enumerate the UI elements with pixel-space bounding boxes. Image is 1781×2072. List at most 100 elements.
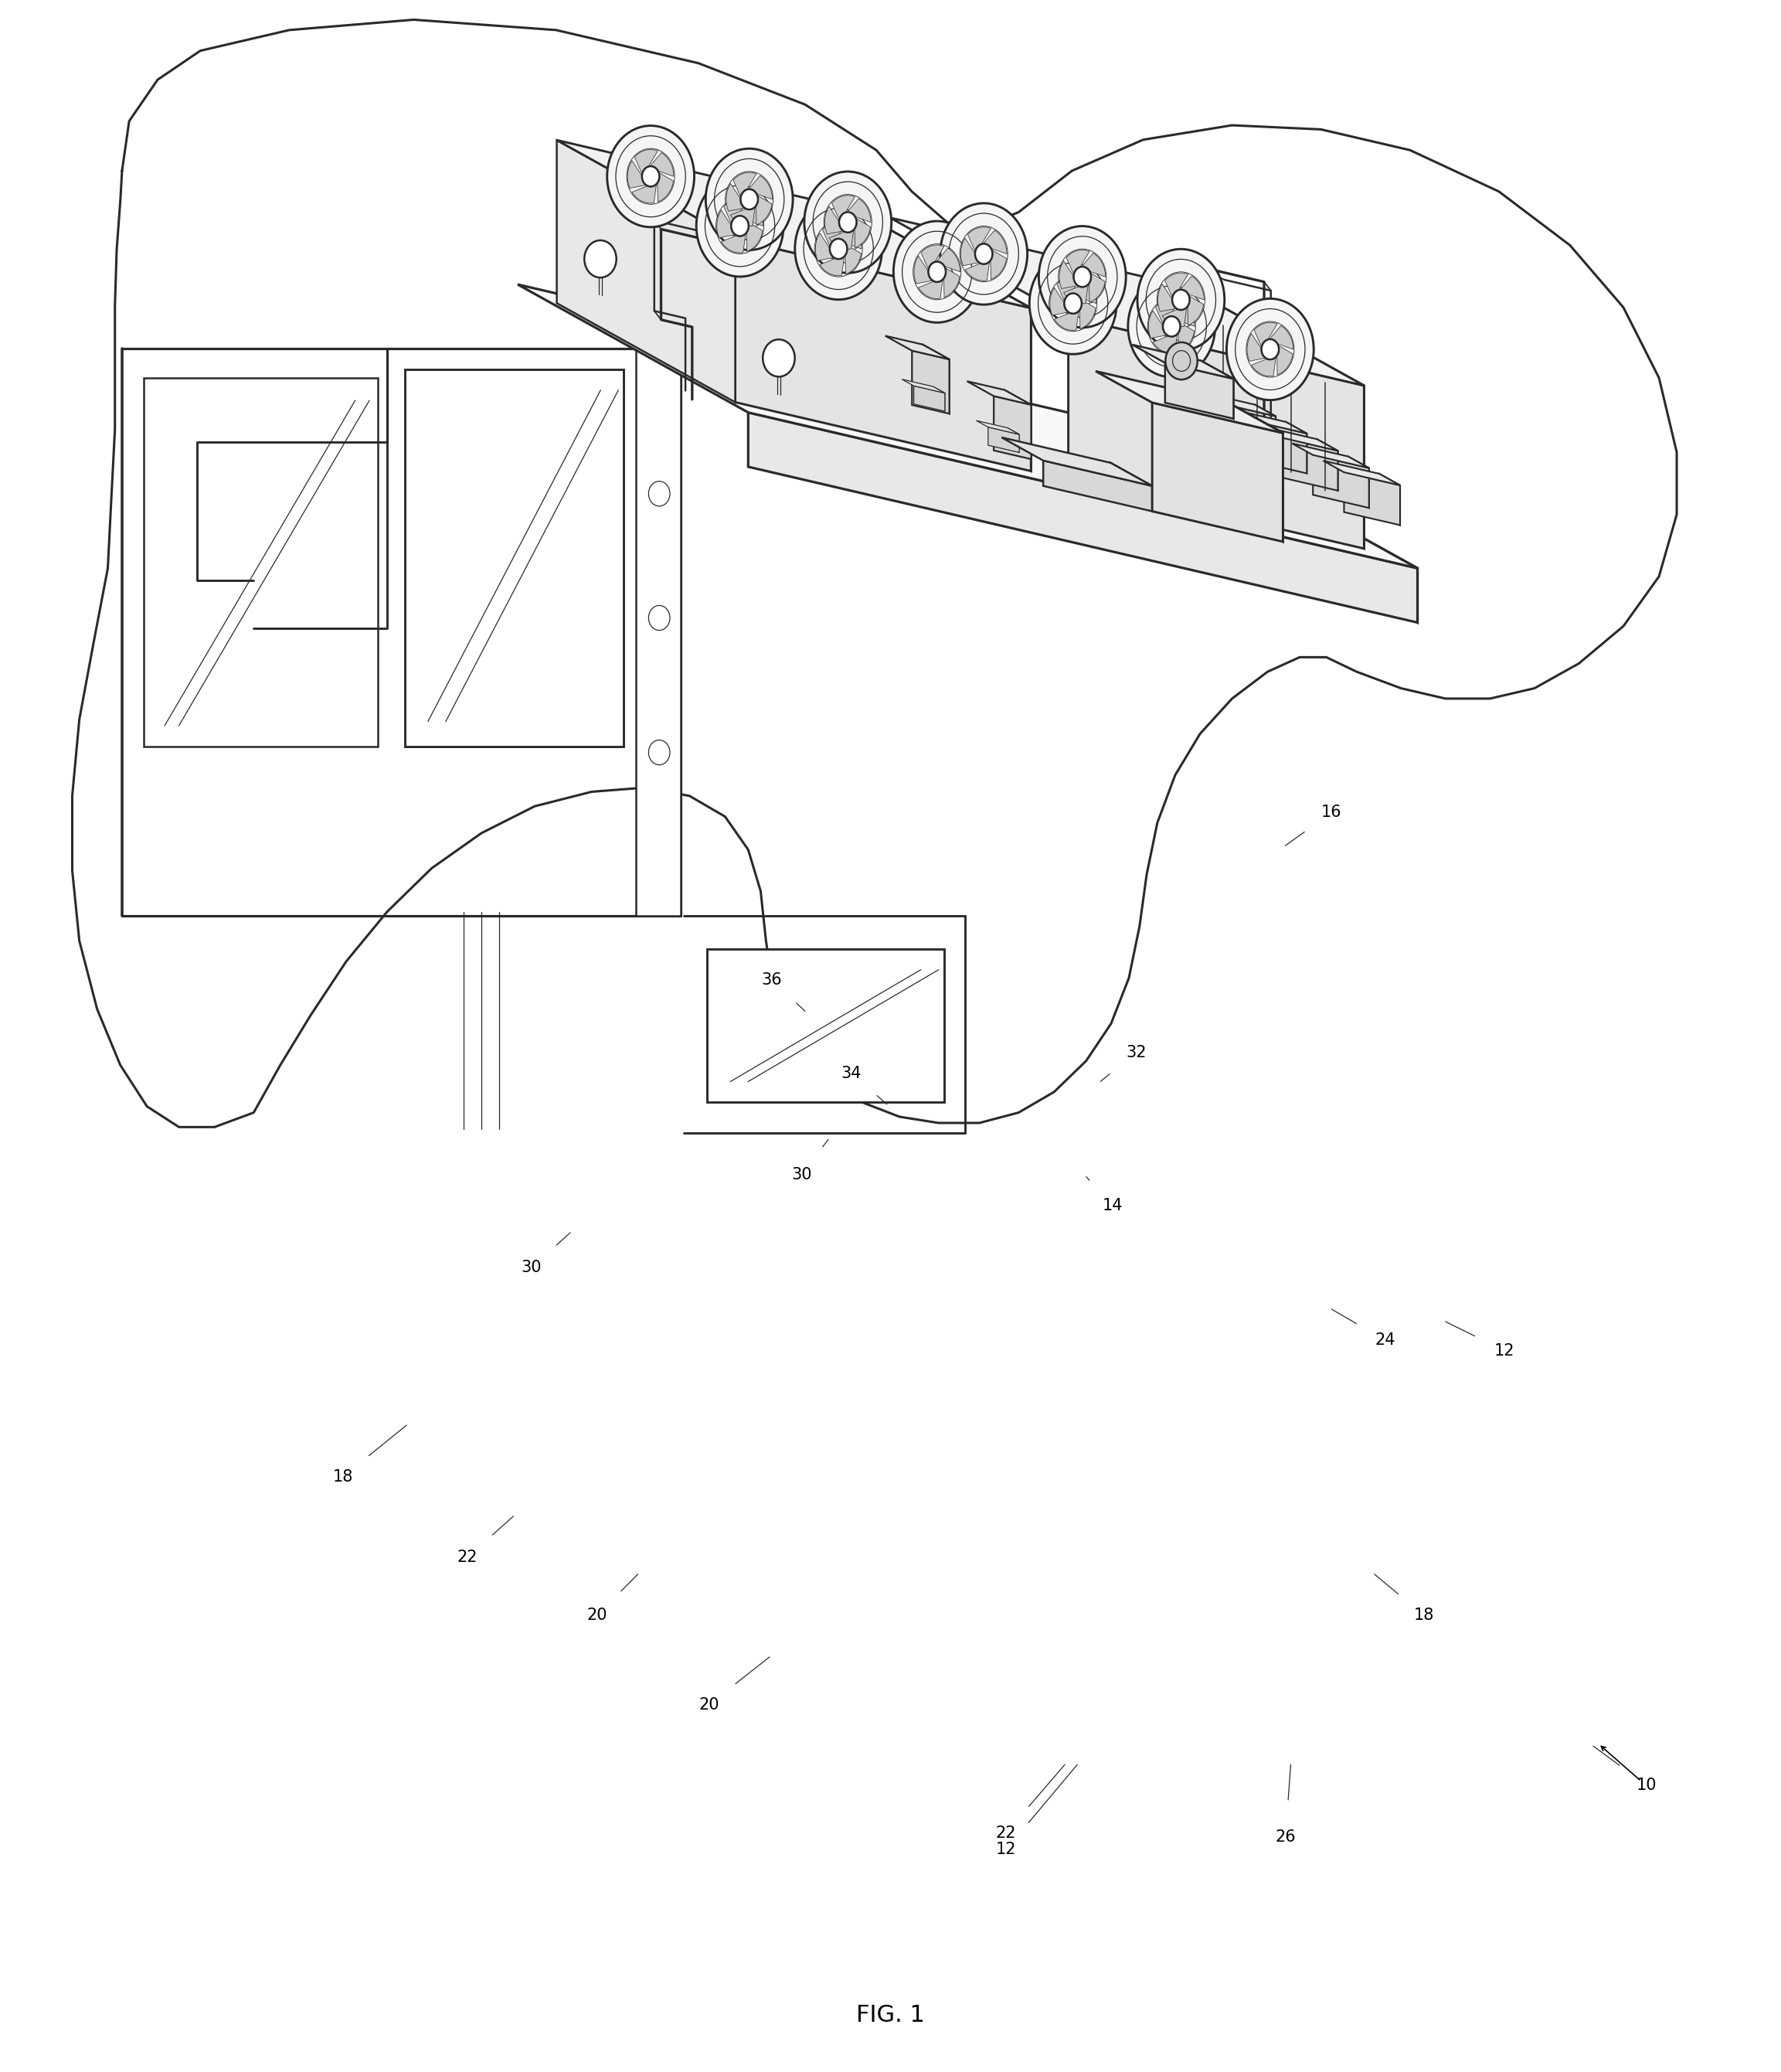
Polygon shape	[912, 350, 949, 414]
Polygon shape	[839, 226, 862, 249]
Circle shape	[1065, 294, 1081, 313]
Text: 24: 24	[1375, 1332, 1395, 1349]
Polygon shape	[404, 369, 623, 746]
Polygon shape	[1004, 390, 1031, 460]
Circle shape	[1261, 340, 1279, 358]
Polygon shape	[965, 263, 990, 282]
Circle shape	[794, 199, 882, 300]
Polygon shape	[1072, 280, 1095, 303]
Polygon shape	[1152, 336, 1177, 352]
Polygon shape	[937, 249, 960, 271]
Polygon shape	[746, 222, 762, 251]
Polygon shape	[1152, 402, 1282, 541]
Polygon shape	[1056, 276, 1079, 300]
Text: 12: 12	[996, 1842, 1017, 1857]
Circle shape	[1172, 290, 1190, 311]
Polygon shape	[830, 230, 853, 249]
Polygon shape	[1261, 427, 1338, 452]
Polygon shape	[1348, 456, 1370, 508]
Circle shape	[1227, 298, 1314, 400]
Circle shape	[584, 240, 616, 278]
Text: 36: 36	[760, 972, 782, 988]
Circle shape	[696, 176, 784, 278]
Polygon shape	[1313, 456, 1370, 508]
Text: 22: 22	[458, 1550, 477, 1564]
Polygon shape	[716, 209, 736, 238]
Polygon shape	[1186, 439, 1418, 622]
Text: 26: 26	[1275, 1830, 1297, 1844]
Polygon shape	[1270, 325, 1293, 350]
Polygon shape	[1252, 358, 1275, 377]
Polygon shape	[518, 284, 1418, 568]
Polygon shape	[983, 230, 1006, 255]
Polygon shape	[1179, 323, 1195, 352]
Polygon shape	[1095, 371, 1282, 433]
Polygon shape	[853, 209, 1031, 470]
Polygon shape	[1199, 392, 1275, 416]
Polygon shape	[890, 218, 1364, 385]
Circle shape	[1163, 317, 1181, 336]
Polygon shape	[750, 176, 773, 199]
Polygon shape	[855, 220, 871, 249]
Text: 10: 10	[1637, 1778, 1656, 1792]
Circle shape	[839, 211, 857, 232]
Circle shape	[1127, 276, 1215, 377]
Polygon shape	[1181, 276, 1204, 300]
Polygon shape	[1054, 313, 1079, 329]
Polygon shape	[1188, 296, 1204, 325]
Circle shape	[928, 261, 946, 282]
Polygon shape	[1250, 421, 1307, 472]
Text: 30: 30	[520, 1260, 541, 1276]
Polygon shape	[627, 162, 645, 189]
Polygon shape	[757, 195, 771, 226]
Polygon shape	[994, 396, 1031, 460]
Circle shape	[607, 126, 695, 228]
Text: 34: 34	[841, 1065, 862, 1082]
Polygon shape	[1069, 317, 1364, 549]
Circle shape	[894, 222, 981, 323]
Polygon shape	[944, 267, 960, 298]
Polygon shape	[650, 153, 673, 176]
Circle shape	[762, 340, 794, 377]
Text: 14: 14	[1102, 1198, 1124, 1214]
Polygon shape	[1008, 427, 1019, 452]
Text: 18: 18	[333, 1469, 353, 1486]
Polygon shape	[1060, 261, 1078, 288]
Circle shape	[741, 189, 759, 209]
Polygon shape	[1220, 404, 1275, 456]
Polygon shape	[819, 257, 844, 276]
Polygon shape	[1133, 344, 1234, 379]
Polygon shape	[960, 238, 978, 265]
Polygon shape	[1083, 253, 1106, 278]
Polygon shape	[1079, 300, 1095, 329]
Polygon shape	[723, 199, 746, 224]
Polygon shape	[1254, 323, 1277, 346]
Polygon shape	[721, 234, 746, 253]
Polygon shape	[1186, 286, 1364, 549]
Polygon shape	[557, 141, 1031, 309]
Polygon shape	[1149, 311, 1167, 338]
Text: 16: 16	[1322, 804, 1341, 821]
Polygon shape	[1163, 309, 1186, 327]
Polygon shape	[1282, 437, 1338, 491]
Polygon shape	[923, 344, 949, 414]
Polygon shape	[727, 184, 744, 211]
Polygon shape	[1323, 460, 1400, 485]
Polygon shape	[1378, 474, 1400, 524]
Polygon shape	[825, 207, 842, 234]
Polygon shape	[1090, 274, 1104, 303]
Polygon shape	[144, 377, 378, 746]
Polygon shape	[1277, 346, 1293, 375]
Polygon shape	[832, 195, 855, 220]
Polygon shape	[823, 222, 846, 247]
Polygon shape	[1227, 402, 1282, 541]
Polygon shape	[846, 244, 862, 274]
Polygon shape	[734, 172, 757, 197]
Text: 18: 18	[1414, 1608, 1434, 1622]
Circle shape	[1029, 253, 1117, 354]
Polygon shape	[748, 412, 1418, 622]
Polygon shape	[1172, 303, 1195, 327]
Circle shape	[732, 215, 748, 236]
Polygon shape	[990, 251, 1006, 280]
Polygon shape	[1345, 472, 1400, 524]
